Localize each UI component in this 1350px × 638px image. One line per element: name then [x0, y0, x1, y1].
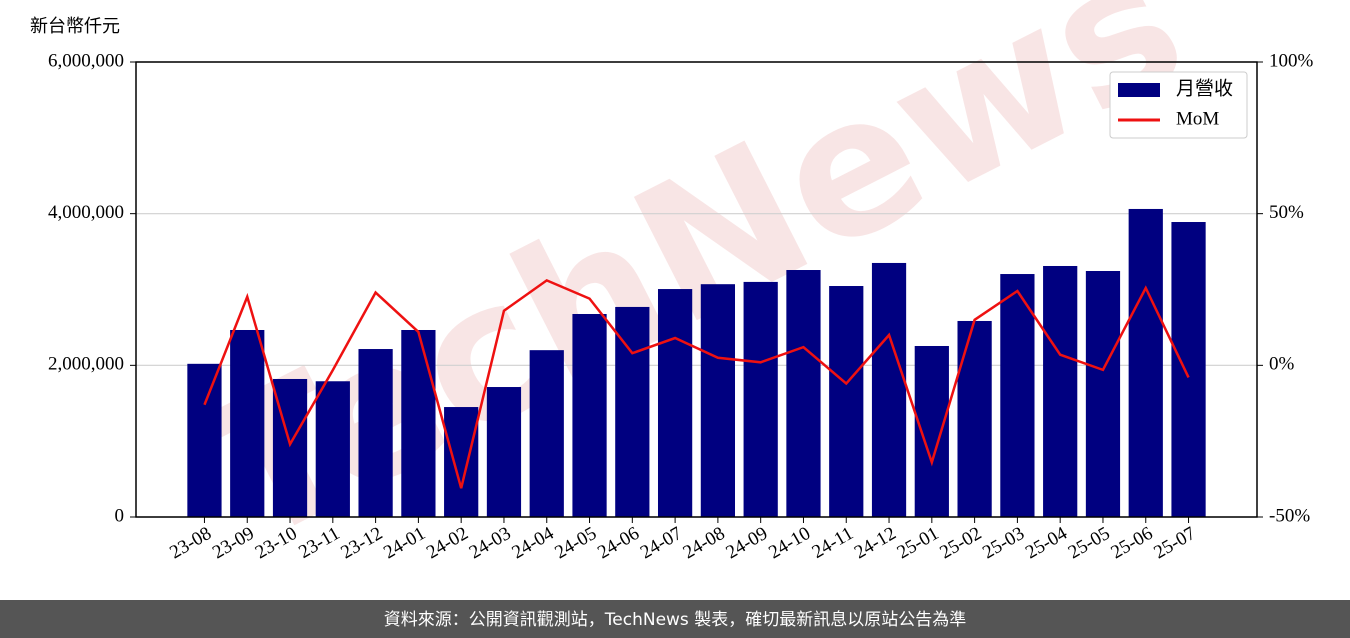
x-tick-label: 24-03 [466, 523, 515, 563]
bar [444, 407, 479, 517]
y-tick-label: 0 [115, 505, 125, 526]
bar [1085, 270, 1121, 517]
legend-label: 月營收 [1176, 77, 1233, 99]
x-tick-label: 24-02 [423, 523, 472, 563]
y-tick-label: 4,000,000 [48, 202, 124, 223]
y-unit-label: 新台幣仟元 [30, 16, 120, 37]
x-tick-label: 23-09 [209, 523, 258, 563]
x-tick-label: 25-01 [894, 523, 943, 563]
y2-tick-label: 0% [1269, 354, 1295, 375]
x-tick-label: 25-05 [1065, 523, 1114, 563]
bar [230, 329, 265, 517]
x-tick-label: 24-07 [637, 523, 686, 563]
line [203, 278, 1190, 489]
x-tick-label: 25-02 [936, 523, 985, 563]
x-tick-label: 24-12 [851, 523, 900, 563]
x-tick-label: 24-10 [765, 523, 814, 563]
x-tick-label: 24-04 [509, 523, 558, 564]
bar [1128, 208, 1163, 517]
x-tick-label: 25-07 [1150, 523, 1199, 563]
bar [358, 349, 393, 517]
legend-swatch [1118, 83, 1160, 97]
bar [1043, 265, 1078, 517]
bar [1171, 222, 1206, 517]
y2-tick-label: -50% [1269, 505, 1310, 526]
bar [315, 381, 350, 517]
bar [829, 286, 864, 517]
bar [572, 313, 607, 517]
y-tick-label: 2,000,000 [48, 354, 124, 375]
y2-tick-label: 100% [1269, 50, 1314, 71]
bar [401, 329, 436, 517]
y2-tick-label: 50% [1269, 202, 1304, 223]
bar [743, 281, 778, 517]
legend-label: MoM [1176, 108, 1219, 129]
x-tick-label: 24-06 [594, 523, 643, 563]
bar [957, 320, 992, 517]
bar [486, 387, 522, 517]
bar [914, 345, 949, 517]
x-tick-label: 25-04 [1022, 523, 1071, 564]
x-tick-label: 24-01 [380, 523, 429, 563]
footer-band [0, 600, 1350, 638]
x-tick-label: 25-06 [1108, 523, 1157, 563]
x-tick-label: 24-08 [680, 523, 729, 563]
x-tick-label: 25-03 [979, 523, 1028, 563]
plot-frame [135, 61, 1258, 518]
bar [657, 289, 693, 517]
x-tick-label: 24-11 [809, 523, 857, 563]
y-tick-label: 6,000,000 [48, 50, 124, 71]
footer: 資料來源：公開資訊觀測站，TechNews 製表，確切最新訊息以原站公告為準 [384, 610, 966, 630]
x-tick-label: 24-09 [722, 523, 771, 563]
bar [187, 363, 222, 517]
bar [615, 306, 650, 517]
bar [700, 284, 736, 517]
bar [786, 270, 821, 517]
x-tick-label: 23-08 [166, 523, 215, 563]
bar [871, 262, 907, 517]
bar [1000, 274, 1035, 517]
x-tick-label: 24-05 [551, 523, 600, 563]
bar [529, 350, 564, 517]
